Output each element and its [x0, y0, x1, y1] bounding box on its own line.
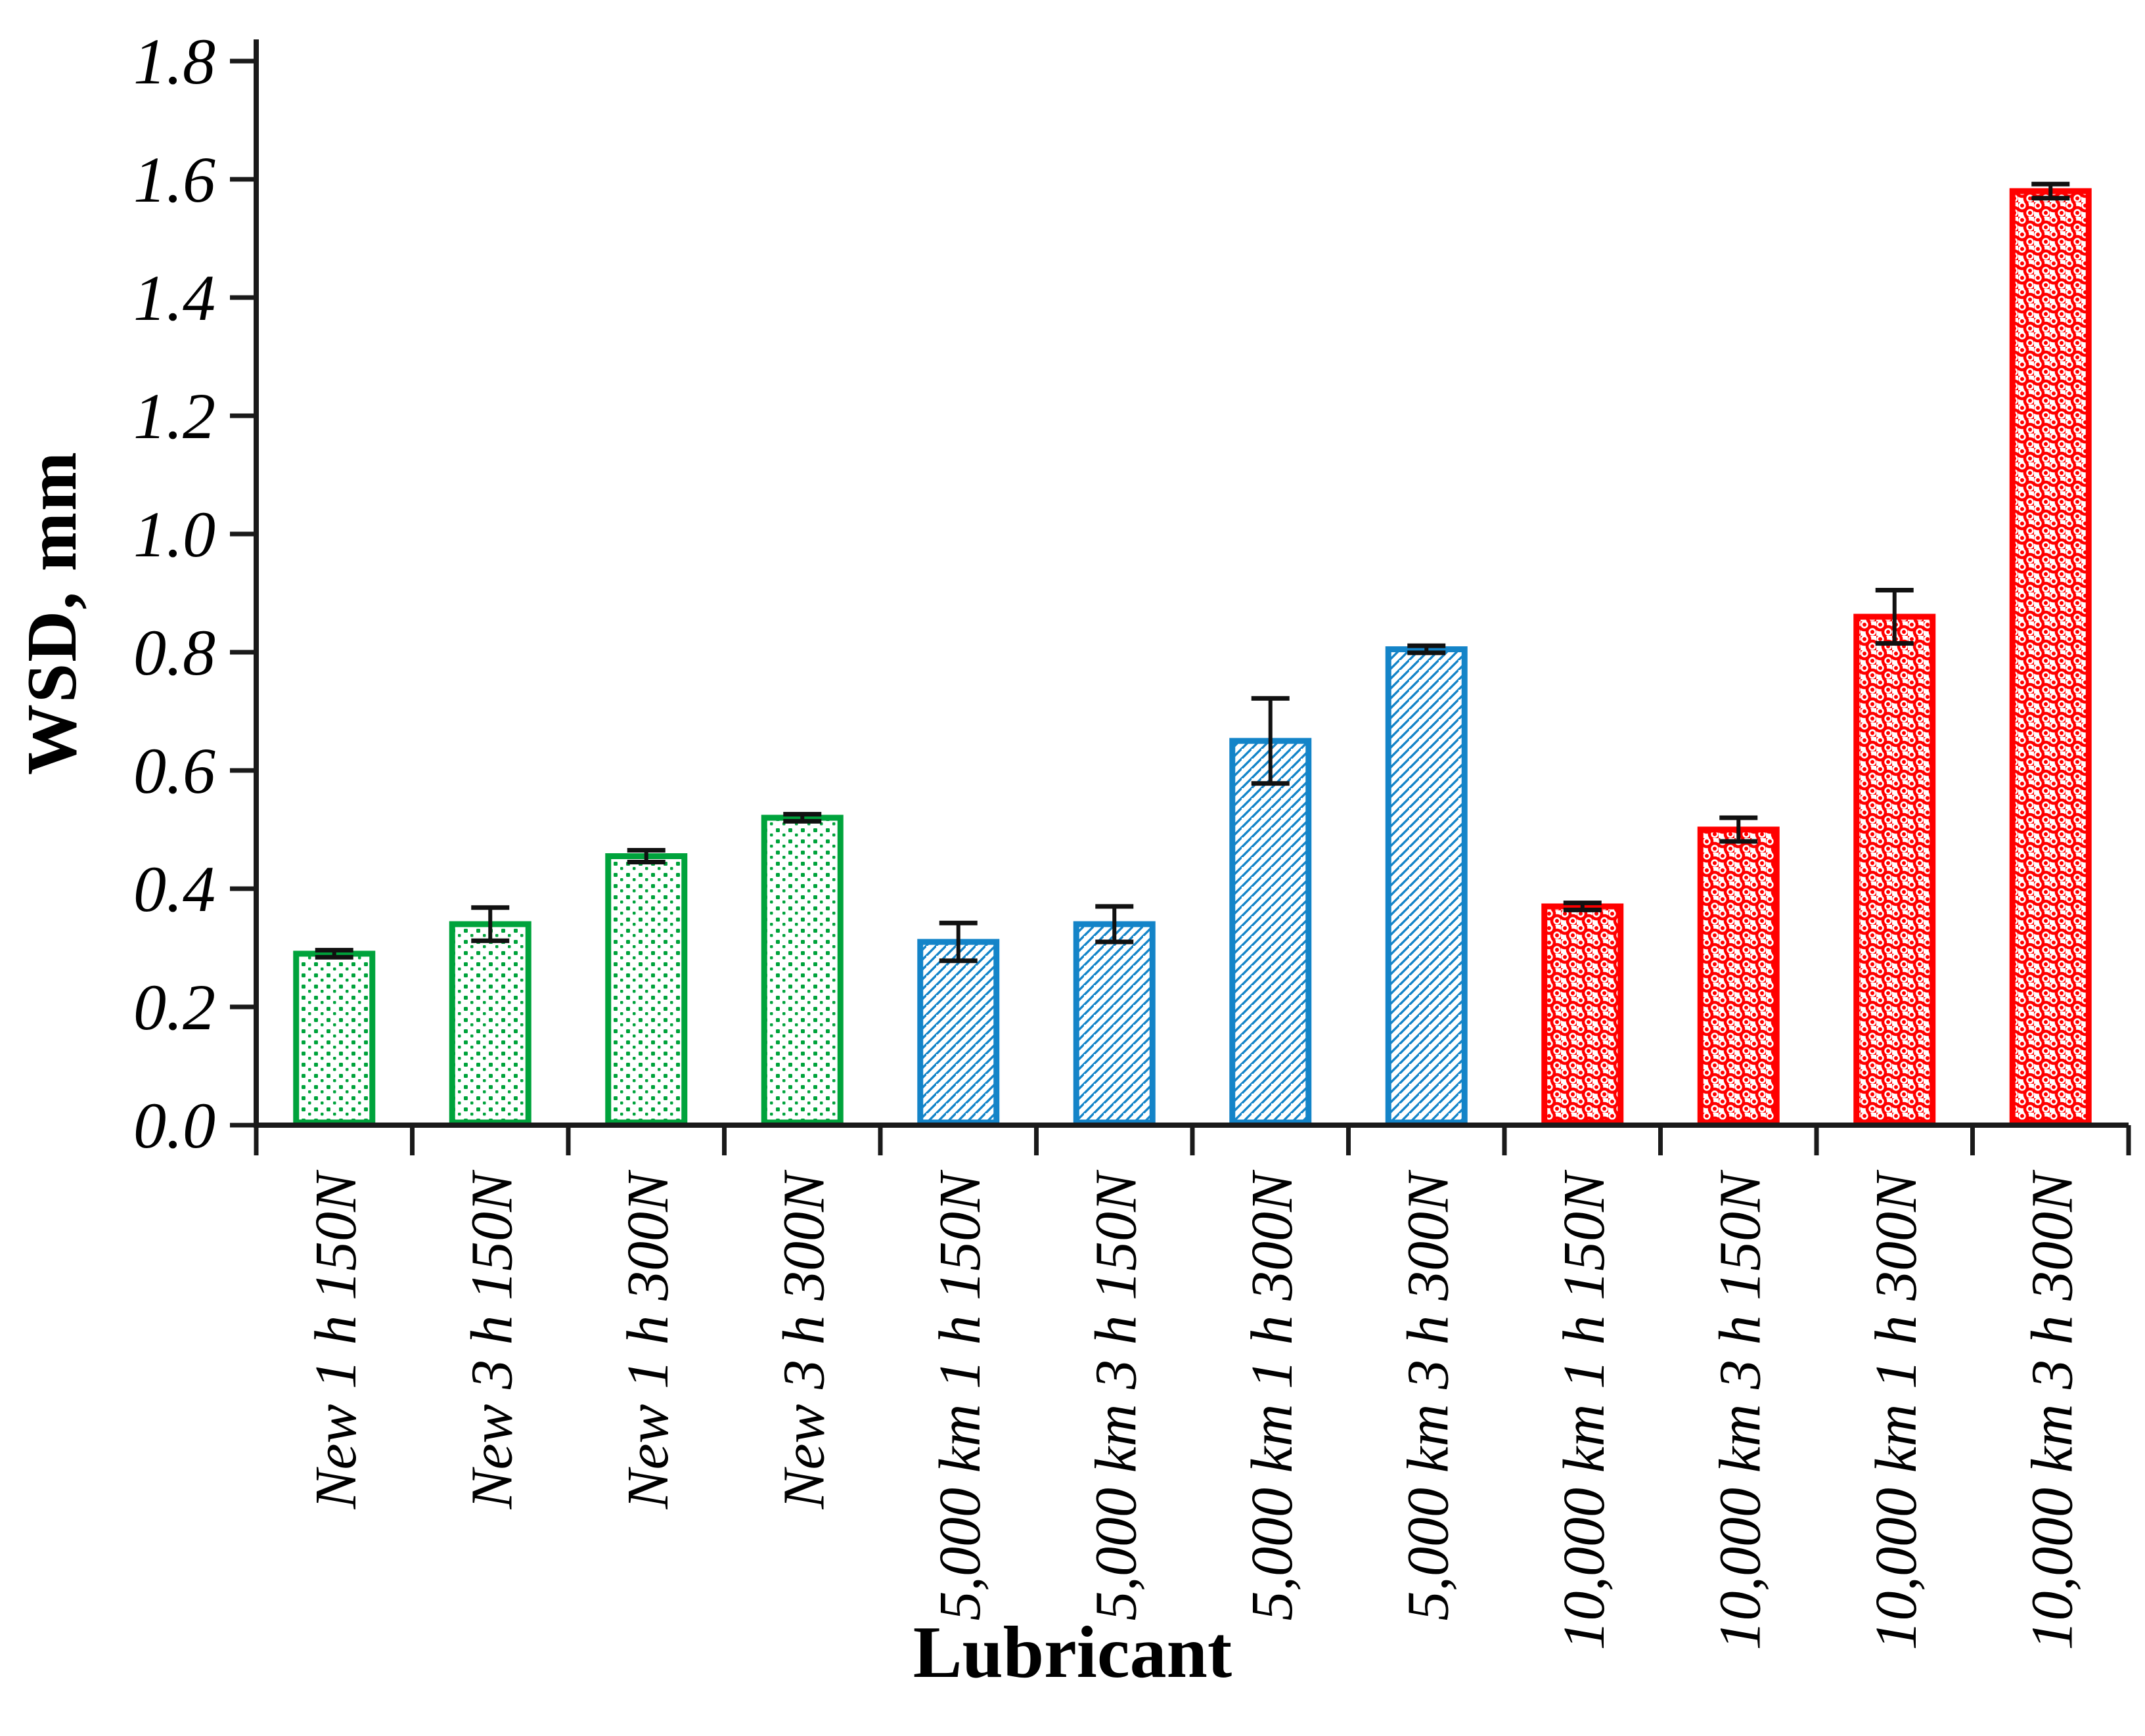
x-category-label: 10,000 km 3 h 150N	[1707, 1169, 1772, 1650]
x-category-label: 10,000 km 1 h 300N	[1864, 1169, 1929, 1650]
x-category-label: New 1 h 300N	[616, 1169, 681, 1510]
y-tick-label: 0.4	[133, 853, 215, 925]
bar	[1853, 613, 1936, 1126]
y-tick-label: 1.6	[133, 143, 215, 216]
bar	[1541, 903, 1624, 1126]
x-category-label: 5,000 km 1 h 150N	[928, 1169, 993, 1620]
bar	[605, 853, 688, 1126]
bar	[293, 950, 376, 1126]
x-category-label: 5,000 km 3 h 150N	[1083, 1169, 1148, 1620]
y-tick-label: 0.6	[133, 734, 215, 807]
x-axis-title: Lubricant	[913, 1612, 1232, 1693]
bar	[449, 921, 531, 1126]
y-tick-label: 0.2	[133, 971, 215, 1044]
bar	[1697, 826, 1780, 1126]
y-tick-label: 1.8	[133, 25, 215, 98]
x-category-label: 5,000 km 3 h 300N	[1395, 1169, 1460, 1620]
bar	[917, 939, 1000, 1126]
y-axis-title: WSD, mm	[13, 451, 91, 775]
y-tick-label: 1.0	[133, 498, 215, 571]
x-category-label: New 3 h 150N	[459, 1169, 524, 1510]
y-tick-label: 0.0	[133, 1089, 215, 1162]
bar	[1073, 921, 1156, 1126]
bar	[1385, 646, 1468, 1126]
bar	[761, 814, 844, 1126]
x-category-label: 5,000 km 1 h 300N	[1240, 1169, 1305, 1620]
x-category-label: 10,000 km 1 h 150N	[1552, 1169, 1617, 1650]
y-tick-label: 1.4	[133, 261, 215, 334]
x-category-label: 10,000 km 3 h 300N	[2020, 1169, 2085, 1650]
x-category-label: New 1 h 150N	[304, 1169, 369, 1510]
x-category-label: New 3 h 300N	[771, 1169, 836, 1510]
bar	[2009, 188, 2092, 1126]
bar	[1229, 738, 1312, 1126]
y-tick-label: 0.8	[133, 616, 215, 689]
y-tick-label: 1.2	[133, 380, 215, 453]
